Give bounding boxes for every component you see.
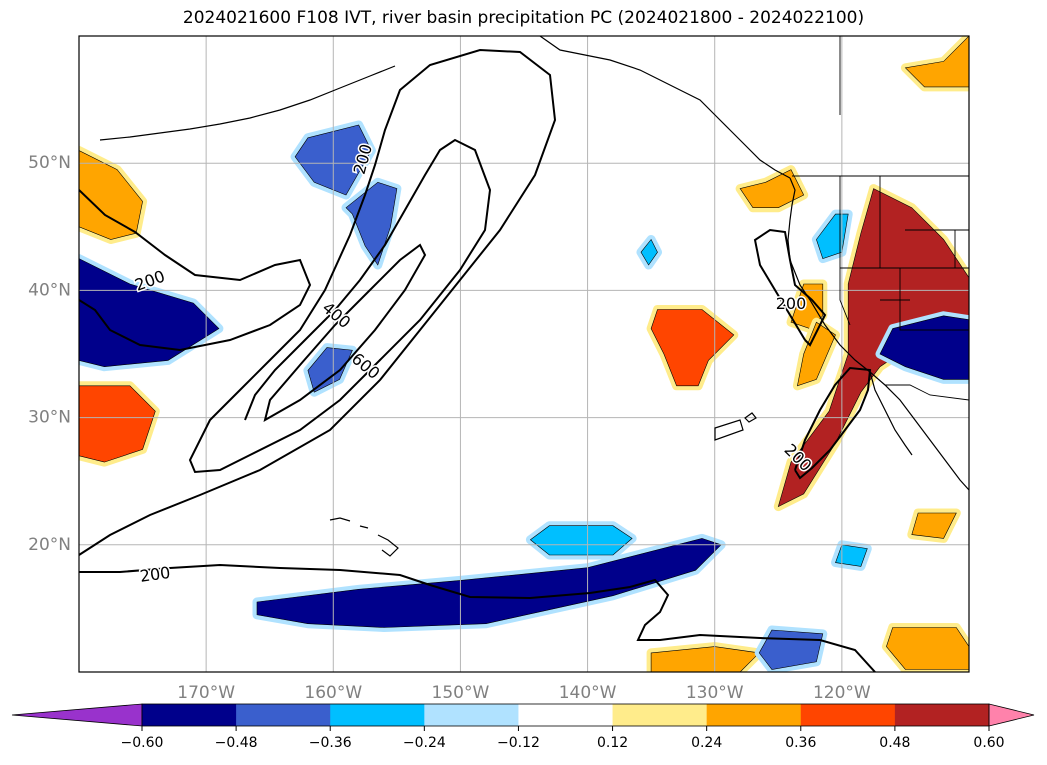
ivt-contour-200-east bbox=[753, 228, 872, 480]
coastline-aleutians bbox=[99, 65, 396, 141]
coastline-north-america bbox=[787, 177, 969, 491]
coastline-alaska bbox=[539, 36, 791, 179]
colorbar-segment-7 bbox=[800, 704, 896, 726]
ivt-contour-label-5: 200 bbox=[776, 294, 807, 313]
colorbar-segment-3 bbox=[424, 704, 519, 726]
colorbar-frame bbox=[141, 703, 990, 727]
ivt-contour-200-west bbox=[79, 189, 312, 352]
colorbar-segment-0 bbox=[142, 704, 237, 726]
precip-region-13 bbox=[904, 36, 969, 88]
lon-label-2: 150°W bbox=[432, 683, 490, 703]
lon-label-3: 140°W bbox=[559, 683, 617, 703]
lon-label-4: 130°W bbox=[686, 683, 744, 703]
precip-region-20 bbox=[797, 321, 836, 387]
colorbar-segment-4 bbox=[518, 704, 614, 726]
precip-region-11 bbox=[879, 315, 969, 380]
colorbar-segment-6 bbox=[706, 704, 802, 726]
colorbar-extend-max bbox=[988, 703, 1035, 727]
map-frame bbox=[78, 35, 970, 673]
colorbar-label-9: 0.60 bbox=[973, 735, 1004, 751]
lat-label-3: 50°N bbox=[28, 153, 71, 173]
lon-label-1: 160°W bbox=[304, 683, 362, 703]
borders bbox=[792, 36, 969, 401]
lon-label-5: 120°W bbox=[813, 683, 871, 703]
ivt-contour-200-south bbox=[79, 563, 876, 672]
colorbar-label-7: 0.36 bbox=[785, 735, 816, 751]
latitude-labels: 20°N 30°N 40°N 50°N bbox=[28, 153, 71, 555]
precip-region-7 bbox=[529, 525, 633, 556]
precip-region-14 bbox=[650, 646, 760, 672]
precip-region-5 bbox=[307, 347, 353, 393]
colorbar-extend-min bbox=[11, 703, 143, 727]
precip-region-21 bbox=[640, 238, 658, 266]
ivt-contours bbox=[79, 48, 876, 672]
colorbar-label-3: −0.24 bbox=[403, 735, 446, 751]
coastline-hawaii bbox=[329, 517, 399, 557]
colorbar-label-2: −0.36 bbox=[309, 735, 352, 751]
precip-region-17 bbox=[911, 512, 957, 539]
colorbar-label-5: 0.12 bbox=[597, 735, 628, 751]
longitude-labels: 170°W 160°W 150°W 140°W 130°W 120°W bbox=[177, 683, 871, 703]
colorbar-segment-5 bbox=[612, 704, 708, 726]
chart-title: 2024021600 F108 IVT, river basin precipi… bbox=[182, 8, 865, 28]
lat-label-1: 30°N bbox=[28, 408, 71, 428]
colorbar-segment-8 bbox=[894, 704, 990, 726]
lat-label-2: 40°N bbox=[28, 280, 71, 300]
colorbar-segment-1 bbox=[236, 704, 331, 726]
ivt-contour-label-4: 200 bbox=[139, 563, 172, 586]
lat-label-0: 20°N bbox=[28, 535, 71, 555]
border-states bbox=[839, 176, 969, 331]
precip-region-9 bbox=[739, 169, 805, 208]
border-us-mexico bbox=[885, 384, 969, 401]
colorbar-label-8: 0.48 bbox=[879, 735, 910, 751]
colorbar: −0.60 −0.48 −0.36 −0.24 −0.12 0.12 0.24 0.36 0.4… bbox=[11, 703, 1035, 751]
precip-region-16 bbox=[886, 627, 969, 670]
colorbar-label-4: −0.12 bbox=[497, 735, 540, 751]
precip-region-1 bbox=[79, 385, 156, 463]
precip-region-2 bbox=[79, 258, 220, 368]
colorbar-label-0: −0.60 bbox=[121, 735, 164, 751]
ivt-contour-200-main bbox=[79, 48, 557, 556]
lon-label-0: 170°W bbox=[177, 683, 235, 703]
coastline-baja bbox=[869, 371, 913, 456]
colorbar-label-1: −0.48 bbox=[215, 735, 258, 751]
precip-region-18 bbox=[835, 544, 868, 567]
precip-region-8 bbox=[650, 309, 735, 387]
coastline-bc-islands bbox=[714, 412, 757, 441]
ivt-contour-400 bbox=[263, 243, 427, 423]
colorbar-label-6: 0.24 bbox=[691, 735, 722, 751]
coastlines bbox=[99, 36, 969, 557]
colorbar-segment-2 bbox=[330, 704, 425, 726]
